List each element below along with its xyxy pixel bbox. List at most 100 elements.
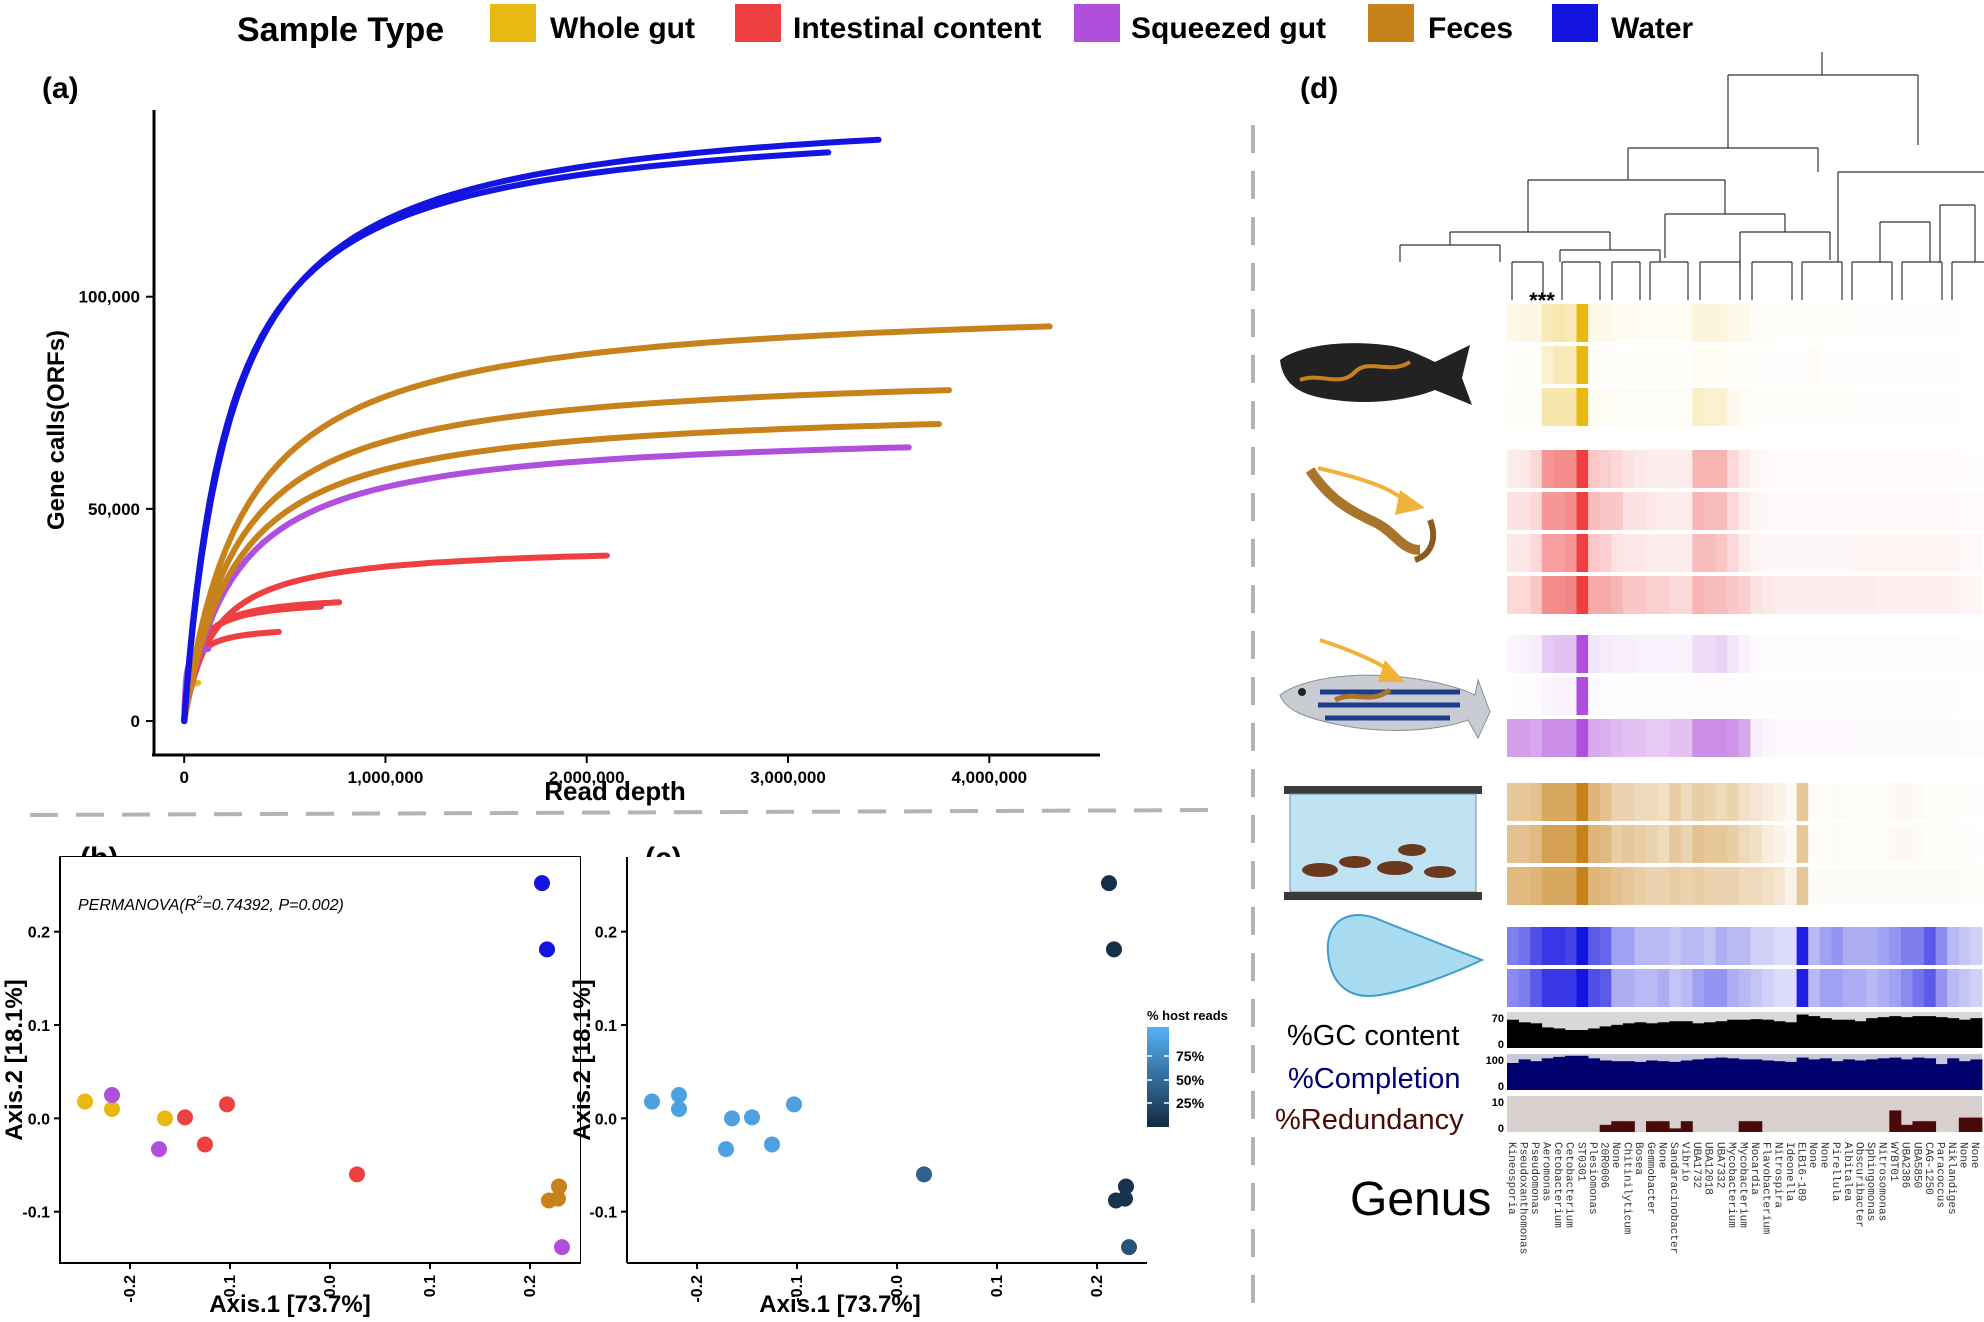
heatmap-cell-water	[1530, 969, 1543, 1007]
track-bar-completion	[1935, 1064, 1948, 1090]
heatmap-cell-whole-gut	[1611, 346, 1624, 384]
heatmap-cell-squeezed-gut	[1564, 719, 1577, 757]
heatmap-cell-squeezed-gut	[1761, 677, 1774, 715]
heatmap-cell-intestinal-content	[1912, 576, 1925, 614]
heatmap-cell-feces	[1958, 867, 1971, 905]
heatmap-cell-feces	[1842, 825, 1855, 863]
heatmap-cell-whole-gut	[1541, 346, 1554, 384]
track-bar-gc-content	[1970, 1018, 1983, 1048]
heatmap-cell-whole-gut	[1715, 346, 1728, 384]
heatmap-cell-squeezed-gut	[1553, 677, 1566, 715]
heatmap-cell-squeezed-gut	[1599, 677, 1612, 715]
heatmap-cell-water	[1854, 969, 1867, 1007]
heatmap-cell-squeezed-gut	[1680, 719, 1693, 757]
heatmap-cell-whole-gut	[1773, 388, 1786, 426]
heatmap-cell-squeezed-gut	[1657, 635, 1670, 673]
heatmap-cell-water	[1831, 969, 1844, 1007]
heatmap-cell-squeezed-gut	[1692, 719, 1705, 757]
heatmap-cell-intestinal-content	[1657, 576, 1670, 614]
heatmap-cell-squeezed-gut	[1611, 635, 1624, 673]
heatmap-cell-squeezed-gut	[1831, 677, 1844, 715]
heatmap-cell-water	[1692, 969, 1705, 1007]
heatmap-cell-feces	[1553, 867, 1566, 905]
heatmap-cell-intestinal-content	[1738, 534, 1751, 572]
gut-arrow-illustration	[1305, 466, 1437, 563]
b-x-tick-label: -0.1	[222, 1275, 239, 1303]
heatmap-cell-feces	[1703, 825, 1716, 863]
track-bar-completion	[1530, 1061, 1543, 1090]
genus-label: UBA5850	[1910, 1142, 1922, 1188]
heatmap-cell-squeezed-gut	[1958, 677, 1971, 715]
aquarium-illustration	[1284, 786, 1482, 900]
heatmap-cell-squeezed-gut	[1970, 719, 1983, 757]
b-y-tick-label: 0.2	[28, 925, 50, 942]
heatmap-cell-squeezed-gut	[1553, 719, 1566, 757]
heatmap-cell-intestinal-content	[1738, 492, 1751, 530]
heatmap-cell-intestinal-content	[1588, 492, 1601, 530]
heatmap-cell-whole-gut	[1970, 304, 1983, 342]
heatmap-cell-feces	[1657, 825, 1670, 863]
a-ticks: 0 1,000,000 2,000,000 3,000,000 4,000,000 0 50…	[79, 288, 1028, 787]
heatmap-cell-intestinal-content	[1507, 492, 1519, 530]
heatmap-cell-intestinal-content	[1715, 534, 1728, 572]
heatmap-cell-feces	[1900, 783, 1913, 821]
heatmap-cell-intestinal-content	[1507, 450, 1519, 488]
heatmap-cell-intestinal-content	[1657, 492, 1670, 530]
c-point	[671, 1101, 687, 1117]
track-bar-gc-content	[1715, 1021, 1728, 1048]
heatmap-cell-squeezed-gut	[1646, 677, 1659, 715]
genus-label: Flavobacterium	[1760, 1142, 1772, 1235]
heatmap-cell-whole-gut	[1819, 304, 1832, 342]
heatmap-cell-intestinal-content	[1541, 534, 1554, 572]
heatmap-cell-intestinal-content	[1900, 492, 1913, 530]
heatmap-cell-whole-gut	[1935, 388, 1948, 426]
track-bar-completion	[1924, 1058, 1937, 1090]
heatmap-cell-water	[1935, 927, 1948, 965]
heatmap-cell-squeezed-gut	[1599, 635, 1612, 673]
heatmap-cell-whole-gut	[1773, 346, 1786, 384]
genus-label: Nitrospira	[1771, 1142, 1783, 1208]
heatmap-cell-squeezed-gut	[1669, 677, 1682, 715]
a-x-tick-label: 1,000,000	[348, 768, 424, 787]
track-bar-redundancy	[1970, 1117, 1983, 1132]
heatmap-cell-intestinal-content	[1947, 576, 1960, 614]
heatmap-cell-feces	[1692, 867, 1705, 905]
heatmap-cell-feces	[1599, 867, 1612, 905]
heatmap-cell-feces	[1622, 867, 1635, 905]
heatmap-cell-intestinal-content	[1541, 450, 1554, 488]
heatmap-cell-intestinal-content	[1507, 534, 1519, 572]
track-label-completion: %Completion	[1288, 1063, 1460, 1095]
bar-tracks: %GC content700%Completion1000%Redundancy…	[1275, 1012, 1983, 1136]
heatmap-cell-squeezed-gut	[1715, 719, 1728, 757]
heatmap-cell-water	[1680, 927, 1693, 965]
heatmap-cell-water	[1738, 969, 1751, 1007]
heatmap-cell-feces	[1530, 783, 1543, 821]
heatmap-cell-intestinal-content	[1611, 534, 1624, 572]
heatmap-cell-whole-gut	[1634, 304, 1647, 342]
heatmap-cell-water	[1912, 969, 1925, 1007]
heatmap-cell-squeezed-gut	[1553, 635, 1566, 673]
legend-label-intestinal-content: Intestinal content	[793, 12, 1041, 45]
heatmap-cell-intestinal-content	[1564, 576, 1577, 614]
track-bar-completion	[1669, 1061, 1682, 1090]
heatmap-cell-water	[1611, 969, 1624, 1007]
b-plot-area	[60, 857, 580, 1263]
legend-label-whole-gut: Whole gut	[550, 12, 695, 45]
heatmap-cell-feces	[1854, 825, 1867, 863]
heatmap-cell-intestinal-content	[1796, 534, 1809, 572]
zebrafish-illustration	[1279, 638, 1491, 740]
heatmap-cell-whole-gut	[1808, 346, 1821, 384]
heatmap-cell-squeezed-gut	[1576, 677, 1589, 715]
heatmap-cell-feces	[1703, 867, 1716, 905]
heatmap-cell-intestinal-content	[1785, 576, 1798, 614]
heatmap-cell-intestinal-content	[1530, 450, 1543, 488]
b-x-tick-label: 0.0	[322, 1275, 339, 1297]
heatmap-cell-squeezed-gut	[1646, 719, 1659, 757]
heatmap-cell-feces	[1657, 867, 1670, 905]
heatmap-cell-intestinal-content	[1564, 492, 1577, 530]
heatmap-cell-water	[1761, 969, 1774, 1007]
heatmap-cell-intestinal-content	[1599, 492, 1612, 530]
track-bar-redundancy	[1900, 1124, 1913, 1132]
track-bar-gc-content	[1947, 1018, 1960, 1048]
heatmap-cell-intestinal-content	[1727, 534, 1740, 572]
